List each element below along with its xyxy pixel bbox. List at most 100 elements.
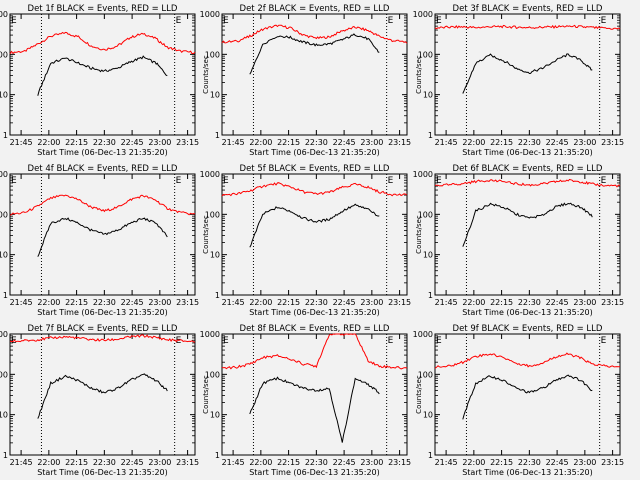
x-tick-label: 22:30 (93, 298, 116, 307)
y-tick-label: 100 (0, 210, 8, 219)
x-tick-label: 22:15 (490, 138, 513, 147)
x-tick-label: 22:30 (93, 138, 116, 147)
detector-panel-2: Det 2f BLACK = Events, RED = LLD 1 10 100 10… (200, 4, 411, 157)
y-tick-label: 100 (0, 50, 8, 59)
events-series-line (37, 55, 168, 96)
y-axis-label: Counts/sec (415, 215, 423, 254)
x-axis-label: Start Time (06-Dec-13 21:35:20) (249, 308, 380, 317)
x-tick-label: 23:15 (601, 138, 624, 147)
x-tick-label: 22:30 (305, 298, 328, 307)
x-tick-label: 22:30 (518, 298, 541, 307)
y-tick-label: 10 (0, 251, 8, 260)
x-tick-label: 22:15 (490, 298, 513, 307)
x-tick-label: 21:45 (435, 138, 458, 147)
edge-marker-left: E (11, 176, 17, 186)
x-tick-label: 21:45 (10, 458, 33, 467)
panel-title: Det 7f BLACK = Events, RED = LLD (28, 324, 178, 334)
x-tick-label: 22:15 (277, 458, 300, 467)
x-tick-label: 21:45 (222, 298, 245, 307)
panel-title: Det 2f BLACK = Events, RED = LLD (240, 4, 390, 14)
edge-marker-right: E (388, 16, 394, 26)
panel-title: Det 4f BLACK = Events, RED = LLD (28, 164, 178, 174)
panel-title: Det 9f BLACK = Events, RED = LLD (453, 324, 603, 334)
x-tick-label: 22:30 (518, 138, 541, 147)
edge-marker-right: E (388, 176, 394, 186)
x-tick-label: 22:30 (518, 458, 541, 467)
y-tick-label: 1000 (0, 330, 8, 339)
y-axis-label: Counts/sec (202, 375, 210, 414)
x-tick-label: 21:45 (10, 298, 33, 307)
x-tick-label: 23:00 (360, 138, 383, 147)
x-tick-label: 22:15 (65, 458, 88, 467)
edge-marker-right: E (388, 336, 394, 346)
events-series-line (462, 202, 593, 247)
x-tick-label: 22:30 (305, 458, 328, 467)
y-tick-label: 1 (215, 291, 220, 300)
plot-frame (434, 173, 621, 296)
lld-series-line (221, 333, 408, 370)
lld-series-line (9, 31, 196, 55)
y-tick-label: 100 (418, 370, 433, 379)
plot-frame (221, 173, 408, 296)
y-tick-label: 10 (210, 411, 220, 420)
x-tick-label: 23:15 (601, 458, 624, 467)
y-tick-label: 10 (0, 91, 8, 100)
x-axis-label: Start Time (06-Dec-13 21:35:20) (249, 468, 380, 477)
x-tick-label: 22:00 (249, 138, 272, 147)
edge-marker-right: E (601, 336, 607, 346)
edge-marker-left: E (436, 176, 442, 186)
x-tick-label: 23:15 (388, 138, 411, 147)
x-tick-label: 23:00 (573, 138, 596, 147)
y-tick-label: 100 (205, 210, 220, 219)
x-tick-label: 23:15 (176, 298, 199, 307)
y-axis-label: Counts/sec (415, 375, 423, 414)
y-tick-label: 100 (0, 370, 8, 379)
y-tick-label: 1 (215, 131, 220, 140)
x-tick-label: 22:00 (462, 458, 485, 467)
y-tick-label: 1000 (200, 10, 220, 19)
events-series-line (249, 33, 380, 75)
x-tick-label: 23:15 (388, 298, 411, 307)
x-axis-label: Start Time (06-Dec-13 21:35:20) (37, 468, 168, 477)
y-axis-label: Counts/sec (202, 215, 210, 254)
detector-panel-7: Det 7f BLACK = Events, RED = LLD 1 10 100 10… (0, 324, 199, 477)
x-tick-label: 22:45 (333, 298, 356, 307)
y-tick-label: 1 (428, 131, 433, 140)
x-tick-label: 22:15 (65, 298, 88, 307)
y-tick-label: 1000 (413, 330, 433, 339)
edge-marker-left: E (223, 336, 229, 346)
x-tick-label: 23:00 (360, 298, 383, 307)
y-tick-label: 1000 (0, 10, 8, 19)
x-tick-label: 22:45 (333, 458, 356, 467)
panel-title: Det 3f BLACK = Events, RED = LLD (453, 4, 603, 14)
edge-marker-left: E (11, 16, 17, 26)
plot-frame (221, 333, 408, 456)
lld-series-line (434, 24, 621, 30)
detector-panel-5: Det 5f BLACK = Events, RED = LLD 1 10 100 10… (200, 164, 411, 317)
y-tick-label: 1000 (413, 10, 433, 19)
y-tick-label: 10 (423, 251, 433, 260)
x-tick-label: 22:30 (305, 138, 328, 147)
edge-marker-left: E (436, 336, 442, 346)
x-axis-label: Start Time (06-Dec-13 21:35:20) (462, 468, 593, 477)
panel-title: Det 6f BLACK = Events, RED = LLD (453, 164, 603, 174)
x-tick-label: 22:45 (546, 138, 569, 147)
x-axis-label: Start Time (06-Dec-13 21:35:20) (37, 148, 168, 157)
x-tick-label: 23:15 (176, 458, 199, 467)
y-tick-label: 1000 (0, 170, 8, 179)
y-tick-label: 100 (418, 210, 433, 219)
y-tick-label: 10 (423, 91, 433, 100)
x-axis-label: Start Time (06-Dec-13 21:35:20) (462, 308, 593, 317)
x-axis-label: Start Time (06-Dec-13 21:35:20) (249, 148, 380, 157)
plot-frame (9, 13, 196, 136)
y-tick-label: 1 (215, 451, 220, 460)
y-tick-label: 100 (205, 50, 220, 59)
y-tick-label: 1000 (200, 170, 220, 179)
events-series-line (462, 53, 593, 94)
y-tick-label: 1 (428, 451, 433, 460)
plot-frame (9, 173, 196, 296)
x-tick-label: 22:00 (37, 138, 60, 147)
lld-series-line (221, 24, 408, 44)
y-tick-label: 1 (428, 291, 433, 300)
